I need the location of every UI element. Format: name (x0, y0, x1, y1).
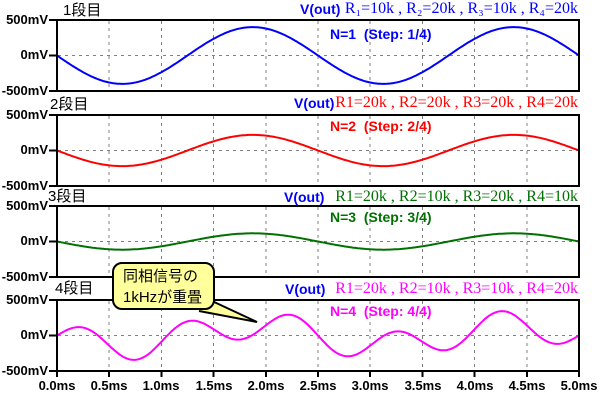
panel-2-resistor-values: R1=20k , R2=20k , R3=20k , R4=20k (335, 94, 578, 111)
xtick-2_5ms: 2.5ms (299, 378, 337, 393)
panel-3-ytick-500mv: 500mV (6, 198, 48, 213)
panel-3-ytick-m500mv: -500mV (1, 269, 48, 284)
panel-2-trace-label: V(out) (294, 95, 335, 111)
panel-4-resistor-values: R1=20k , R2=10k , R3=10k , R4=20k (335, 280, 578, 297)
panel-4-ytick-m500mv: -500mV (1, 363, 48, 378)
xtick-2_0ms: 2.0ms (247, 378, 285, 393)
callout-bubble: 同相信号の 1kHzが重畳 (112, 262, 215, 310)
callout-line-2: 1kHzが重畳 (123, 289, 203, 306)
callout-tail-outline (198, 300, 258, 323)
xtick-0_5ms: 0.5ms (90, 378, 128, 393)
panel-3-trace-label: V(out) (284, 189, 325, 205)
xtick-5_0ms: 5.0ms (560, 378, 598, 393)
xtick-1_5ms: 1.5ms (195, 378, 233, 393)
panel-4-ytick-500mv: 500mV (6, 292, 48, 307)
xtick-3_0ms: 3.0ms (351, 378, 389, 393)
panel-3-step-label: N=3 (Step: 3/4) (330, 209, 432, 225)
panel-1-step-label: N=1 (Step: 1/4) (330, 26, 432, 42)
panel-3-resistor-values: R1=20k , R2=10k , R3=20k , R4=10k (335, 188, 578, 205)
panel-1-ytick-m500mv: -500mV (1, 83, 48, 98)
panel-1-trace-label: V(out) (300, 1, 341, 17)
panel-4-trace-label: V(out) (285, 281, 326, 297)
panel-4-ytick-0mv: 0mV (20, 327, 48, 342)
xtick-1_0ms: 1.0ms (142, 378, 180, 393)
panel-1-title: 1段目 (63, 2, 102, 19)
panel-3-ytick-0mv: 0mV (20, 233, 48, 248)
panel-2-title: 2段目 (50, 96, 89, 113)
panel-2-ytick-0mv: 0mV (20, 142, 48, 157)
panel-1-resistor-values: R₁=10k , R₂=20k , R₃=10k , R₄=20k (344, 0, 578, 17)
panel-4-step-label: N=4 (Step: 4/4) (330, 303, 432, 319)
panel-2-ytick-500mv: 500mV (6, 107, 48, 122)
panel-3-title: 3段目 (48, 188, 87, 205)
xtick-0_0ms: 0.0ms (38, 378, 76, 393)
callout-tail-fill (199, 301, 257, 322)
panel-1-ytick-0mv: 0mV (20, 47, 48, 62)
panel-2-step-label: N=2 (Step: 2/4) (330, 118, 432, 134)
panel-2-ytick-m500mv: -500mV (1, 178, 48, 193)
callout-tail (198, 300, 258, 323)
panel-4-title: 4段目 (55, 280, 94, 297)
xtick-4_0ms: 4.0ms (456, 378, 494, 393)
xtick-4_5ms: 4.5ms (508, 378, 546, 393)
callout-line-1: 同相信号の (123, 268, 199, 285)
panel-1-ytick-500mv: 500mV (6, 12, 48, 27)
xtick-3_5ms: 3.5ms (404, 378, 442, 393)
